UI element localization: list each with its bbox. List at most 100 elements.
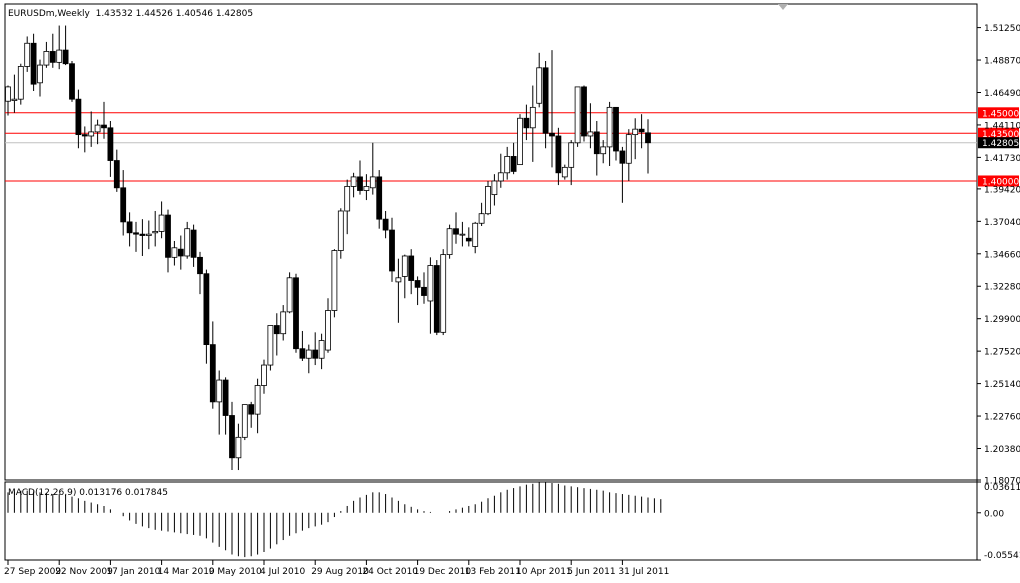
bear-candle xyxy=(293,277,299,350)
bull-candle xyxy=(395,277,402,283)
price-tick-label: 1.20380 xyxy=(984,445,1020,455)
bull-candle xyxy=(171,247,178,258)
bull-candle xyxy=(363,186,370,191)
bull-candle xyxy=(318,340,325,359)
price-tick-label: 1.37040 xyxy=(984,218,1020,228)
horizontal-lines: 1.45000 1.43500 1.40000 1.42805 xyxy=(5,107,1019,187)
bear-candle xyxy=(203,273,210,346)
level-label: 1.43500 xyxy=(982,130,1019,140)
candles xyxy=(5,25,651,471)
price-axis-ticks: 1.51250 1.48870 1.46490 1.44110 1.41730 1.394… xyxy=(977,24,1020,487)
bear-candle xyxy=(510,156,517,172)
price-tick-label: 1.27520 xyxy=(984,348,1020,358)
bear-candle xyxy=(126,221,133,234)
bull-candle xyxy=(24,42,31,67)
bear-candle xyxy=(357,176,363,191)
level-label-box xyxy=(978,127,1019,139)
time-tick-label: 17 Jan 2010 xyxy=(106,567,160,577)
time-tick-label: 29 Aug 2010 xyxy=(311,567,369,577)
bull-candle xyxy=(94,124,101,133)
bull-candle xyxy=(280,311,287,335)
chart-title: EURUSDm,Weekly 1.43532 1.44526 1.40546 1… xyxy=(8,9,253,19)
macd-bars xyxy=(7,482,662,558)
bull-candle xyxy=(459,233,466,236)
time-tick-label: 13 Feb 2011 xyxy=(465,567,521,577)
bull-candle xyxy=(600,146,607,155)
bull-candle xyxy=(261,364,267,386)
bull-candle xyxy=(331,250,338,311)
price-tick-label: 1.46490 xyxy=(984,89,1020,99)
time-tick-label: 4 Jul 2010 xyxy=(260,567,305,577)
time-tick-label: 27 Sep 2009 xyxy=(4,567,61,577)
bear-candle xyxy=(645,132,651,144)
bear-candle xyxy=(465,237,472,242)
time-tick-label: 9 May 2010 xyxy=(209,567,262,577)
bull-candle xyxy=(536,67,543,104)
time-tick-label: 24 Oct 2010 xyxy=(362,567,418,577)
bull-candle xyxy=(254,385,261,415)
price-tick-label: 1.51250 xyxy=(984,24,1020,34)
bull-candle xyxy=(5,86,11,102)
bull-candle xyxy=(241,404,248,438)
bull-candle xyxy=(568,142,575,168)
bull-candle xyxy=(504,156,511,174)
bull-candle xyxy=(337,210,344,251)
price-tick-label: 1.18070 xyxy=(984,477,1020,487)
macd-tick-label: -0.05541 xyxy=(984,551,1020,561)
macd-axis-ticks: 0.036116 0.00 -0.05541 xyxy=(977,481,1020,561)
bear-candle xyxy=(638,128,645,133)
bull-candle xyxy=(587,131,594,137)
bear-candle xyxy=(542,67,549,134)
bull-candle xyxy=(440,254,447,333)
bull-candle xyxy=(517,117,523,166)
bull-candle xyxy=(369,176,376,189)
bull-candle xyxy=(485,186,491,215)
bear-candle xyxy=(222,379,229,416)
bear-candle xyxy=(453,228,459,235)
time-tick-label: 14 Mar 2010 xyxy=(158,567,215,577)
level-label-box xyxy=(978,175,1019,187)
price-tick-label: 1.44110 xyxy=(984,121,1020,131)
level-label: 1.45000 xyxy=(982,109,1019,119)
bull-candle xyxy=(478,213,485,224)
bull-candle xyxy=(216,379,223,403)
bear-candle xyxy=(376,176,383,220)
bear-candle xyxy=(139,233,146,236)
macd-tick-label: 0.036116 xyxy=(984,483,1020,493)
time-tick-label: 19 Dec 2010 xyxy=(414,567,472,577)
bear-candle xyxy=(113,160,120,189)
price-tick-label: 1.41730 xyxy=(984,154,1020,164)
macd-pane-frame xyxy=(4,481,978,561)
level-label-box xyxy=(978,107,1019,119)
time-tick-label: 5 Jun 2011 xyxy=(567,567,615,577)
bear-candle xyxy=(101,124,107,129)
chart-shift-marker-icon[interactable] xyxy=(778,4,788,10)
price-tick-label: 1.25140 xyxy=(984,380,1020,390)
bear-candle xyxy=(613,106,619,152)
bear-candle xyxy=(555,135,562,174)
bear-candle xyxy=(133,232,139,235)
bull-candle xyxy=(529,106,536,129)
bear-candle xyxy=(165,214,171,258)
price-tick-label: 1.29900 xyxy=(984,315,1020,325)
time-tick-label: 31 Jul 2011 xyxy=(618,567,669,577)
bull-candle xyxy=(286,277,293,313)
bear-candle xyxy=(62,49,69,65)
bear-candle xyxy=(197,256,203,275)
bear-candle xyxy=(619,150,626,164)
price-tick-label: 1.32280 xyxy=(984,283,1020,293)
bull-candle xyxy=(401,255,408,277)
bull-candle xyxy=(267,325,274,366)
bear-candle xyxy=(389,229,395,272)
bull-candle xyxy=(158,214,165,232)
bear-candle xyxy=(81,134,88,137)
bull-candle xyxy=(43,51,50,66)
macd-tick-label: 0.00 xyxy=(984,509,1004,519)
bull-candle xyxy=(632,128,639,136)
bear-candle xyxy=(382,218,389,231)
bull-candle xyxy=(491,180,498,196)
price-tick-label: 1.34660 xyxy=(984,250,1020,260)
bull-candle xyxy=(427,265,434,302)
bull-candle xyxy=(145,233,152,236)
